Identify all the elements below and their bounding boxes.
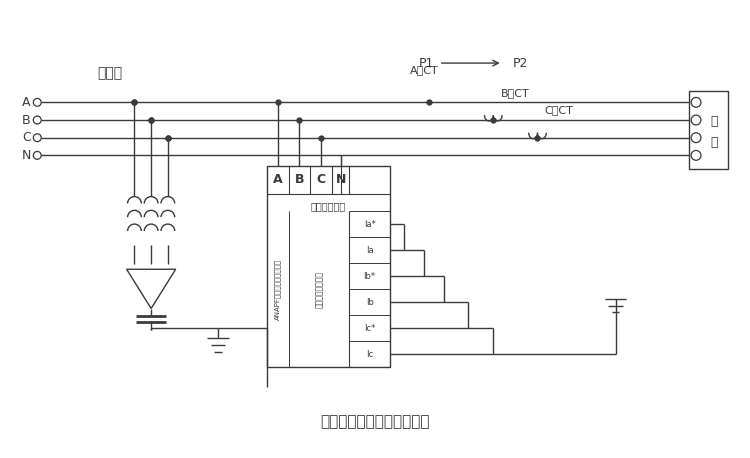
Bar bbox=[267, 166, 390, 367]
Text: B: B bbox=[295, 174, 304, 186]
Text: Ia*: Ia* bbox=[364, 220, 376, 229]
Text: ANAPF有源电力滤波器装置: ANAPF有源电力滤波器装置 bbox=[274, 259, 281, 320]
Text: 电流互感器接入端: 电流互感器接入端 bbox=[314, 271, 323, 308]
Text: A: A bbox=[273, 174, 283, 186]
Text: Ic*: Ic* bbox=[364, 324, 375, 333]
Text: Ia: Ia bbox=[366, 246, 374, 255]
Text: Ib*: Ib* bbox=[364, 272, 376, 281]
Text: 电网侧: 电网侧 bbox=[98, 66, 122, 80]
Text: 负
载: 负 载 bbox=[710, 115, 718, 149]
Text: C: C bbox=[316, 174, 326, 186]
Bar bbox=[689, 91, 728, 169]
Text: Ib: Ib bbox=[366, 298, 374, 307]
Text: B: B bbox=[22, 114, 31, 126]
Text: A相CT: A相CT bbox=[410, 65, 439, 75]
Text: 主电路输入端: 主电路输入端 bbox=[310, 202, 346, 212]
Text: P1: P1 bbox=[419, 57, 434, 70]
Text: N: N bbox=[22, 149, 32, 162]
Text: C相CT: C相CT bbox=[544, 105, 574, 115]
Text: C: C bbox=[22, 131, 31, 144]
Text: B相CT: B相CT bbox=[501, 87, 530, 98]
Text: A: A bbox=[22, 96, 31, 109]
Text: Ic: Ic bbox=[366, 350, 374, 359]
Text: P2: P2 bbox=[512, 57, 528, 70]
Text: N: N bbox=[335, 174, 346, 186]
Text: 电容柜在进线侧主电路接线: 电容柜在进线侧主电路接线 bbox=[320, 414, 430, 429]
